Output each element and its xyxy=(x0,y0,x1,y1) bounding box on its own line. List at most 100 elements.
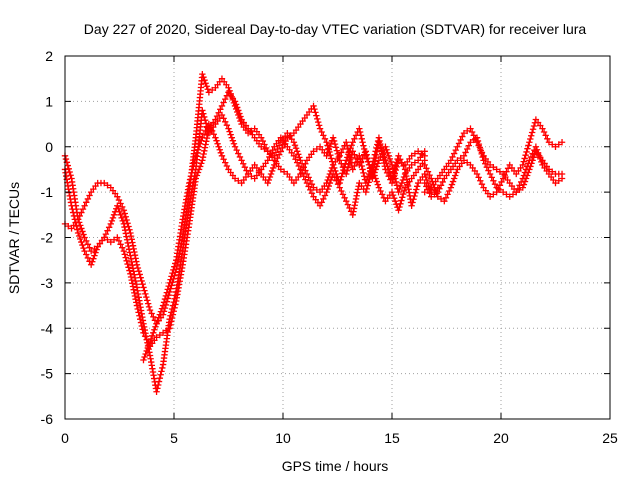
data-point xyxy=(421,170,428,178)
data-point xyxy=(84,254,92,262)
data-point xyxy=(380,151,387,158)
data-point xyxy=(356,152,363,160)
data-point xyxy=(141,287,148,294)
data-points xyxy=(61,70,566,395)
data-point xyxy=(87,261,95,268)
data-point xyxy=(395,152,402,160)
data-point xyxy=(268,167,276,175)
data-point xyxy=(325,182,332,190)
data-point xyxy=(311,105,318,113)
data-point xyxy=(342,160,349,167)
data-point xyxy=(229,137,237,144)
data-point xyxy=(226,87,233,94)
data-point xyxy=(81,202,88,209)
data-point xyxy=(160,299,168,306)
data-point xyxy=(127,270,134,277)
y-tick-label: -3 xyxy=(41,275,54,291)
data-point xyxy=(413,186,420,193)
data-point xyxy=(150,329,157,336)
data-point xyxy=(351,151,358,158)
data-point xyxy=(336,179,343,187)
data-point xyxy=(158,305,166,312)
data-point xyxy=(232,105,240,113)
data-point xyxy=(408,152,415,160)
data-point xyxy=(331,140,339,148)
data-point xyxy=(540,128,548,136)
data-point xyxy=(475,174,482,181)
data-point xyxy=(478,149,486,156)
data-point xyxy=(320,132,327,139)
data-point xyxy=(81,247,88,255)
x-tick-label: 5 xyxy=(170,430,178,446)
data-point xyxy=(490,191,497,198)
data-point xyxy=(525,169,532,176)
data-point xyxy=(167,276,174,283)
data-point xyxy=(142,290,149,298)
data-point xyxy=(397,200,404,207)
data-point xyxy=(519,184,526,191)
data-point xyxy=(528,160,535,167)
data-point xyxy=(334,150,342,158)
data-point xyxy=(335,153,342,161)
data-point xyxy=(449,153,456,161)
data-point xyxy=(363,185,370,193)
data-point xyxy=(384,163,391,170)
data-point xyxy=(374,181,382,188)
data-point xyxy=(222,95,229,103)
data-point xyxy=(78,238,85,246)
data-point xyxy=(234,108,241,116)
data-point xyxy=(146,306,154,314)
data-point xyxy=(226,128,233,135)
data-point xyxy=(349,211,356,219)
data-point xyxy=(188,169,195,177)
data-point xyxy=(231,175,239,182)
data-point xyxy=(307,186,314,194)
data-point xyxy=(521,155,528,162)
data-point xyxy=(447,184,455,191)
data-point xyxy=(168,309,175,316)
data-point xyxy=(123,216,130,224)
data-point xyxy=(307,177,314,184)
data-point xyxy=(227,90,234,98)
data-point xyxy=(201,116,209,124)
data-point xyxy=(119,217,126,225)
data-point xyxy=(527,135,534,143)
data-point xyxy=(159,364,166,372)
data-point xyxy=(352,154,360,162)
data-point xyxy=(199,157,206,164)
data-point xyxy=(122,230,130,237)
data-point xyxy=(549,141,556,148)
data-point xyxy=(555,141,562,148)
data-point xyxy=(400,187,408,195)
data-point xyxy=(356,128,364,136)
data-point xyxy=(230,99,238,107)
data-point xyxy=(258,143,265,150)
data-point xyxy=(223,121,231,129)
data-point xyxy=(338,149,345,156)
data-point xyxy=(200,131,208,138)
data-point xyxy=(275,151,283,158)
data-point xyxy=(384,149,391,156)
data-point xyxy=(297,157,304,164)
data-point xyxy=(229,96,237,104)
data-point xyxy=(241,163,249,171)
data-point xyxy=(115,205,122,212)
data-point xyxy=(129,265,137,272)
data-point xyxy=(499,188,507,196)
data-point xyxy=(350,208,357,215)
data-point xyxy=(139,280,146,288)
y-tick-label: 2 xyxy=(45,48,53,64)
data-point xyxy=(446,187,453,195)
data-point xyxy=(467,139,474,146)
data-point xyxy=(124,239,131,247)
data-point xyxy=(396,156,404,163)
series-track-1 xyxy=(61,89,428,350)
data-point xyxy=(410,196,417,203)
data-point xyxy=(200,150,207,158)
data-point xyxy=(199,107,206,114)
data-point xyxy=(65,222,72,230)
data-point xyxy=(362,152,370,160)
data-point xyxy=(142,350,149,358)
data-point xyxy=(236,114,243,122)
data-point xyxy=(292,156,299,163)
